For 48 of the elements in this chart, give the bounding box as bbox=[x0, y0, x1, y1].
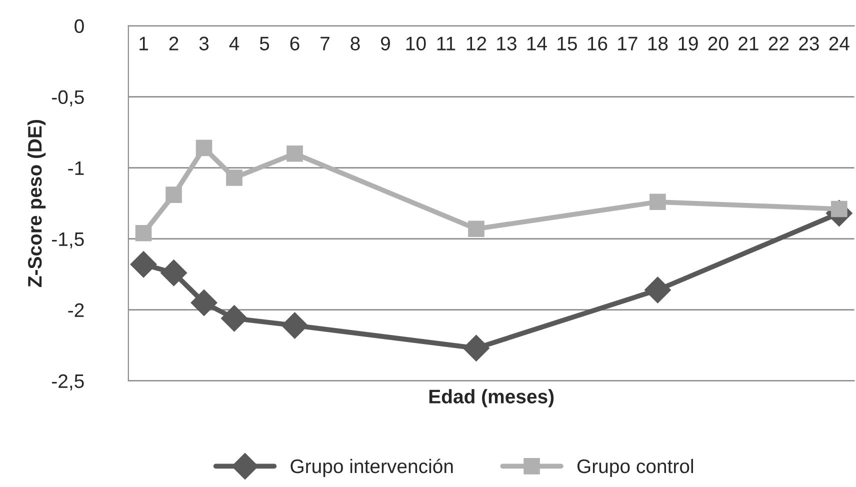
x-tick-label: 16 bbox=[588, 36, 608, 50]
x-tick-label: 2 bbox=[169, 36, 178, 50]
point bbox=[196, 140, 212, 156]
point bbox=[468, 220, 484, 238]
x-tick-label: 23 bbox=[799, 36, 819, 50]
y-axis-title: Z-Score peso (DE) bbox=[27, 120, 46, 288]
x-tick-label: 22 bbox=[768, 36, 789, 50]
point bbox=[190, 289, 218, 316]
point bbox=[135, 224, 152, 242]
x-tick-label: 14 bbox=[527, 36, 547, 50]
x-tick-label: 10 bbox=[406, 36, 426, 50]
y-tick-label: -2,5 bbox=[52, 374, 84, 390]
x-tick-label: 19 bbox=[678, 36, 698, 50]
y-tick-label: -1 bbox=[68, 161, 84, 175]
point bbox=[281, 312, 308, 339]
x-tick-label: 1 bbox=[140, 36, 148, 50]
x-tick-label: 15 bbox=[558, 36, 577, 50]
x-tick-label: 21 bbox=[738, 36, 758, 50]
point bbox=[286, 145, 303, 162]
point bbox=[166, 186, 182, 203]
point bbox=[462, 334, 490, 362]
point bbox=[130, 251, 157, 278]
x-tick-label: 11 bbox=[437, 36, 456, 50]
y-tick-label: -0,5 bbox=[52, 90, 84, 106]
y-tick-label: -1,5 bbox=[52, 232, 84, 248]
x-tick-label: 9 bbox=[380, 36, 390, 50]
y-tick-label: 0 bbox=[74, 19, 84, 34]
legend-label: Grupo intervención bbox=[290, 458, 453, 478]
point bbox=[160, 260, 188, 286]
x-tick-label: 18 bbox=[648, 36, 668, 50]
y-tick-label: -2 bbox=[68, 303, 84, 317]
x-tick-label: 3 bbox=[199, 36, 209, 50]
x-tick-label: 6 bbox=[290, 36, 300, 50]
x-tick-label: 24 bbox=[829, 36, 850, 50]
point bbox=[226, 170, 242, 186]
x-tick-label: 4 bbox=[229, 36, 240, 50]
x-tick-label: 12 bbox=[466, 36, 486, 50]
point bbox=[650, 194, 666, 210]
point bbox=[644, 276, 671, 304]
x-tick-label: 17 bbox=[618, 36, 638, 50]
x-tick-label: 20 bbox=[708, 36, 728, 50]
legend-label: Grupo control bbox=[577, 458, 693, 478]
x-tick-label: 5 bbox=[260, 36, 270, 50]
x-tick-label: 8 bbox=[350, 36, 360, 50]
point bbox=[220, 305, 248, 332]
x-axis-title: Edad (meses) bbox=[429, 389, 554, 408]
x-tick-label: 7 bbox=[320, 36, 330, 50]
x-tick-label: 13 bbox=[497, 36, 516, 50]
